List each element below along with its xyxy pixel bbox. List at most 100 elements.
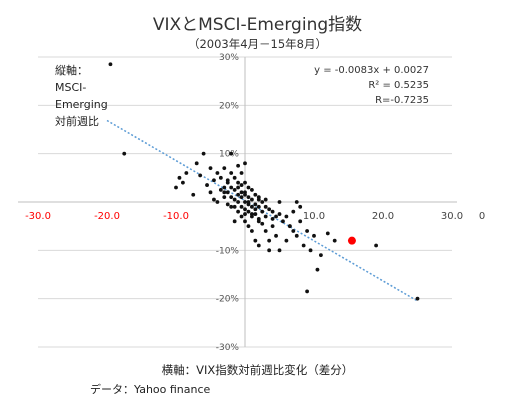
data-point [232,197,237,202]
data-point [315,267,320,272]
data-point [277,248,282,253]
data-point [294,233,299,238]
data-point [208,190,213,195]
data-point [222,190,227,195]
data-point [246,195,251,200]
chart-subtitle: （2003年4月－15年8月） [187,37,328,51]
data-point [298,204,303,209]
data-point [243,219,247,224]
x-tick-label: 10.0 [303,211,325,222]
data-point [374,243,378,248]
data-point [308,248,313,253]
data-point [243,200,247,204]
data-point [212,197,216,202]
data-point [184,171,189,175]
data-point [253,238,258,243]
x-tick-label: 30.0 [441,211,463,222]
data-point [253,212,258,216]
data-point [225,202,230,207]
data-source: データ：Yahoo finance [90,383,211,396]
data-point [239,171,244,175]
data-point [239,183,244,187]
y-tick-label: -30% [216,343,240,353]
data-point [225,190,230,195]
data-point [250,204,254,209]
data-point [222,185,227,190]
y-tick-label: -20% [216,295,240,305]
data-point [256,219,261,224]
data-point [205,183,209,187]
data-point [236,192,241,197]
data-point [291,229,296,233]
data-point [267,248,272,253]
data-point [229,171,234,175]
data-point [274,214,278,219]
data-point [215,200,220,204]
data-point [267,238,272,243]
data-point [236,185,241,190]
data-point [246,224,251,229]
data-point [243,207,247,212]
data-point [232,204,237,209]
data-point [263,204,268,209]
x-tick-label-extra: 0 [479,211,485,222]
data-point [305,229,309,233]
data-point [274,233,278,238]
data-point [236,163,241,168]
data-point [243,161,247,166]
data-point [239,204,244,209]
data-point [122,151,127,156]
data-point [229,185,234,190]
data-point [236,209,241,214]
data-point [263,197,268,202]
y-tick-label: 30% [219,53,239,63]
data-point [174,185,178,190]
data-point [263,214,268,219]
chart-title: VIXとMSCI-Emerging指数 [152,15,363,35]
data-point [253,202,258,207]
data-point [284,238,289,243]
data-point [312,233,316,238]
data-point [229,151,234,156]
data-point [243,180,247,185]
highlight-point [347,236,356,245]
data-point [291,209,296,214]
data-point [232,219,237,224]
data-point [222,166,227,171]
r-squared-label: R² = 0.5235 [368,80,429,91]
data-point [319,253,323,258]
data-point [253,207,258,212]
data-point [332,238,337,243]
data-point [215,171,220,175]
data-point [108,62,113,67]
data-point [277,200,282,204]
regression-annotation: y = -0.0083x + 0.0027 R² = 0.5235 R=-0.7… [314,63,429,108]
data-point [270,217,275,221]
data-point [191,192,196,197]
correlation-label: R=-0.7235 [375,95,429,106]
data-point [294,200,299,204]
data-point [250,197,254,202]
data-point [239,214,244,219]
data-point [270,224,275,229]
data-point [267,207,272,212]
data-point [246,200,251,204]
data-point [260,200,265,204]
data-point [239,190,244,195]
data-point [212,178,216,183]
data-point [198,173,203,178]
data-point [229,195,234,200]
data-point [218,175,223,180]
data-point [181,180,185,185]
data-point [325,231,330,236]
data-point [256,197,261,202]
data-point [243,192,247,197]
y-tick-label: 20% [219,101,239,111]
data-point [250,212,254,216]
data-point [277,212,282,216]
data-point [256,243,261,248]
data-point [218,188,223,192]
data-point [246,185,251,190]
data-point [232,188,237,192]
y-tick-label: 10% [219,150,239,160]
